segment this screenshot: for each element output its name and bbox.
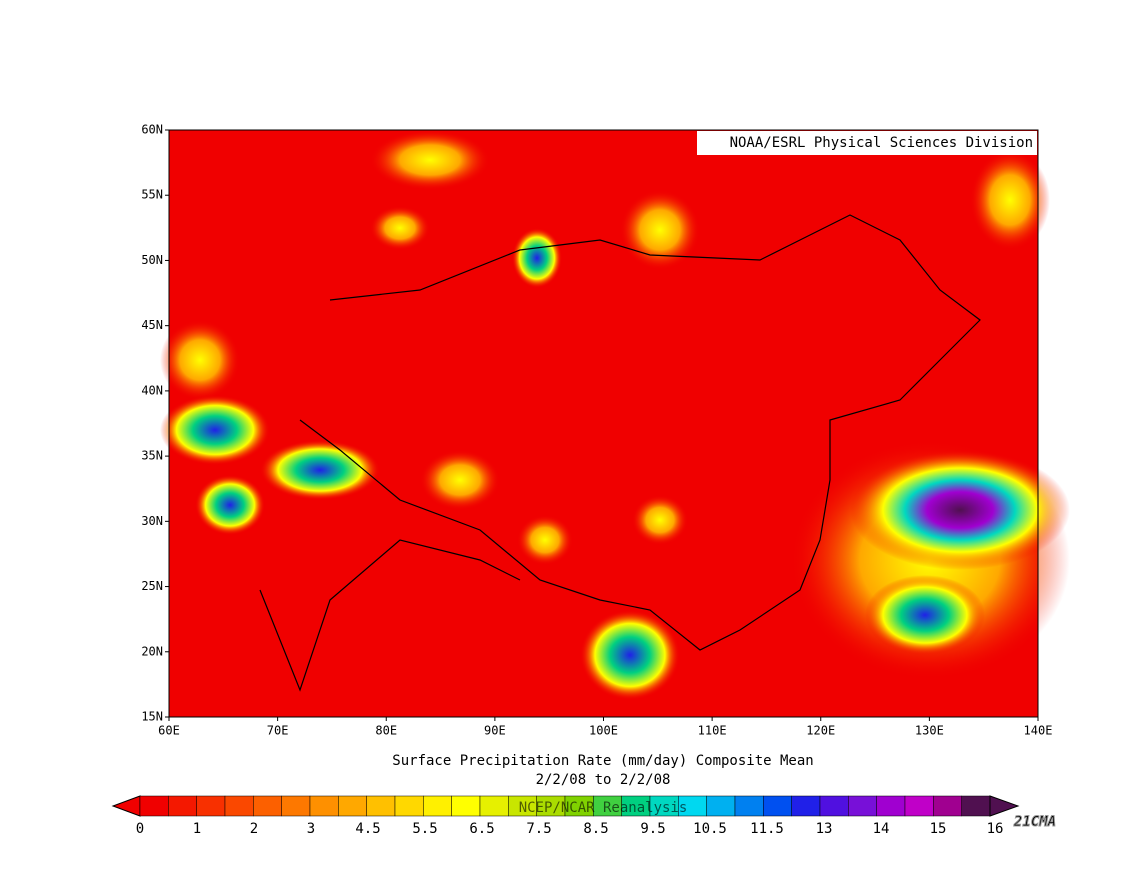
colorbar-arrow: [111, 795, 141, 817]
colorbar-swatch: [366, 795, 396, 817]
credit: NOAA/ESRL Physical Sciences Division: [730, 135, 1033, 151]
watermark: 21CMA: [1013, 814, 1056, 830]
lon-label: 60E: [158, 724, 180, 738]
colorbar-label: 1: [193, 821, 201, 837]
colorbar-swatch: [479, 795, 509, 817]
title: Surface Precipitation Rate (mm/day) Comp…: [392, 753, 813, 769]
colorbar-label: 8.5: [583, 821, 608, 837]
colorbar-label: 6.5: [469, 821, 494, 837]
source: NCEP/NCAR Reanalysis: [519, 800, 688, 816]
lon-label: 90E: [484, 724, 506, 738]
lon-label: 140E: [1024, 724, 1053, 738]
lat-label: 45N: [141, 318, 163, 332]
colorbar-swatch: [451, 795, 481, 817]
lat-label: 30N: [141, 514, 163, 528]
colorbar-swatch: [763, 795, 792, 817]
colorbar-swatch: [791, 795, 821, 817]
colorbar-label: 7.5: [526, 821, 551, 837]
lat-label: 50N: [141, 253, 163, 267]
colorbar: 0 1 2 3 4.5 5.5 6.5 7.5 8.5 9.5 10.5 11.5 13 14 15 16: [111, 795, 1020, 837]
colorbar-swatch: [933, 795, 962, 817]
lon-label: 120E: [806, 724, 835, 738]
colorbar-swatch: [876, 795, 906, 817]
subtitle: 2/2/08 to 2/2/08: [536, 772, 671, 788]
colorbar-label: 13: [816, 821, 833, 837]
colorbar-swatch: [423, 795, 452, 817]
colorbar-swatch: [848, 795, 877, 817]
lat-label: 40N: [141, 383, 163, 397]
colorbar-swatch: [168, 795, 197, 817]
colorbar-swatch: [253, 795, 282, 817]
lon-label: 80E: [375, 724, 397, 738]
colorbar-label: 2: [250, 821, 258, 837]
colorbar-swatch: [904, 795, 934, 817]
colorbar-swatch: [139, 795, 169, 817]
colorbar-swatch: [224, 795, 254, 817]
colorbar-label: 16: [987, 821, 1004, 837]
colorbar-label: 15: [930, 821, 947, 837]
colorbar-label: 3: [307, 821, 315, 837]
colorbar-swatch: [394, 795, 424, 817]
colorbar-swatch: [196, 795, 226, 817]
lon-label: 110E: [698, 724, 727, 738]
colorbar-label: 5.5: [412, 821, 437, 837]
lat-label: 55N: [141, 188, 163, 202]
colorbar-label: 11.5: [750, 821, 784, 837]
lat-label: 15N: [141, 710, 163, 724]
colorbar-swatch: [819, 795, 849, 817]
colorbar-swatch: [734, 795, 764, 817]
lon-label: 70E: [267, 724, 289, 738]
lat-label: 35N: [141, 449, 163, 463]
colorbar-label: 10.5: [693, 821, 727, 837]
lon-label: 130E: [915, 724, 944, 738]
lat-label: 20N: [141, 644, 163, 658]
colorbar-swatch: [309, 795, 339, 817]
colorbar-swatch: [961, 795, 991, 817]
colorbar-label: 0: [136, 821, 144, 837]
lat-label: 60N: [141, 123, 163, 137]
lon-label: 100E: [589, 724, 618, 738]
map-field: NOAA/ESRL Physical Sciences Division: [160, 129, 1070, 718]
colorbar-label: 9.5: [640, 821, 665, 837]
lat-label: 25N: [141, 579, 163, 593]
colorbar-swatch: [338, 795, 367, 817]
colorbar-arrow: [989, 795, 1020, 817]
colorbar-swatch: [706, 795, 736, 817]
colorbar-label: 4.5: [355, 821, 380, 837]
colorbar-label: 14: [873, 821, 890, 837]
colorbar-swatch: [281, 795, 311, 817]
